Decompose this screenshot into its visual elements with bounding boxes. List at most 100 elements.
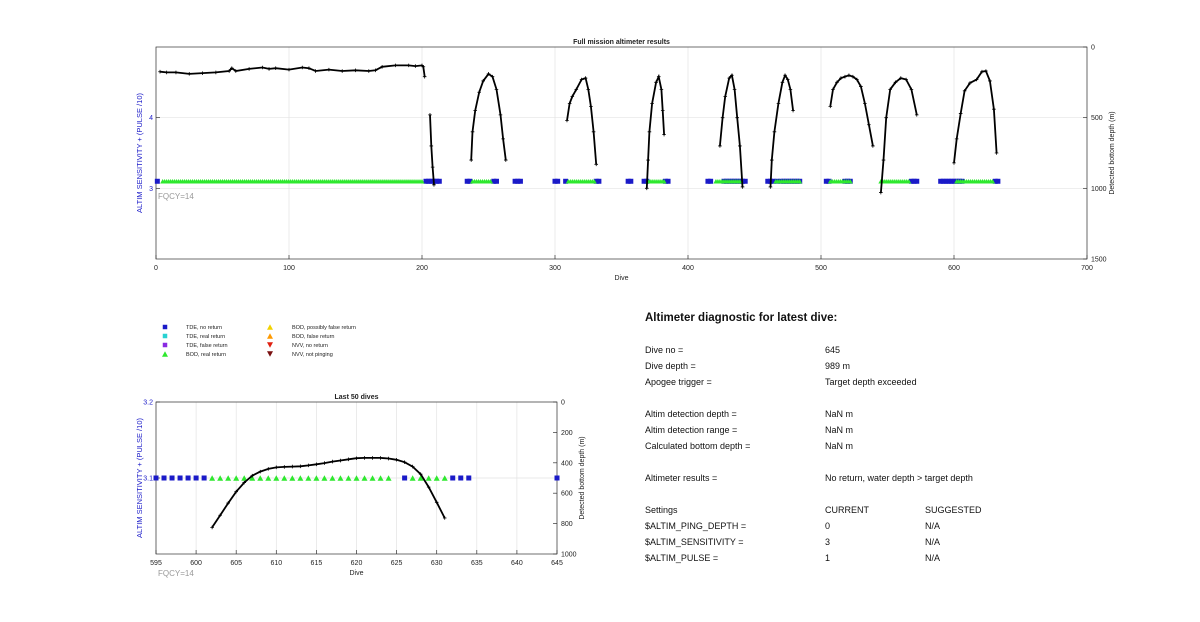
x-tick-label: 640: [511, 560, 523, 567]
bottom-depth-point: [267, 67, 271, 71]
tde-no-return-marker: [662, 178, 668, 184]
diagnostic-value: NaN m: [825, 409, 854, 419]
bod-real-return-marker: [209, 475, 216, 481]
diagnostic-row-detection-depth: Altim detection depth = NaN m: [645, 406, 1165, 422]
settings-header-current: CURRENT: [825, 505, 869, 515]
legend-label: BOD, false return: [292, 334, 335, 340]
bod-real-return-marker: [737, 179, 743, 184]
tde-no-return-marker: [515, 178, 521, 184]
setting-current: 3: [825, 537, 831, 547]
x-tick-label: 300: [549, 265, 561, 272]
altimeter-diagnostic-panel: Altimeter diagnostic for latest dive: Di…: [645, 312, 1165, 566]
x-tick-label: 630: [431, 560, 443, 567]
bottom-depth-point: [469, 158, 474, 162]
bottom-depth-point: [330, 459, 335, 464]
bottom-depth-point: [498, 113, 503, 117]
bod-real-return-marker: [425, 475, 432, 481]
tde-no-return-marker: [641, 178, 647, 184]
bottom-depth-line: [429, 114, 435, 185]
y-tick-label: 3.1: [143, 476, 153, 483]
bottom-depth-point: [586, 87, 591, 92]
bod-real-return-marker: [361, 475, 368, 481]
bottom-depth-point: [654, 80, 658, 85]
diagnostic-row-dive-depth: Dive depth = 989 m: [645, 358, 1165, 374]
legend-swatch-triangle: [267, 333, 273, 339]
bottom-depth-point: [242, 480, 247, 485]
bottom-depth-point: [768, 185, 773, 189]
bottom-depth-point: [974, 77, 979, 82]
bod-real-return-marker: [409, 475, 416, 481]
bottom-depth-point: [718, 144, 722, 148]
bottom-depth-point: [340, 69, 344, 73]
bottom-depth-point: [720, 115, 725, 120]
bottom-depth-point: [884, 115, 888, 120]
full-mission-chart: 0 100 200 300 400 500 600 700 3 4 0 500 1000 1500 Full…: [135, 39, 1116, 282]
tde-no-return-marker: [908, 178, 914, 184]
tde-no-return-marker: [914, 178, 920, 184]
fqcy-label: FQCY=14: [158, 569, 194, 578]
legend-swatch-triangle-down: [267, 342, 273, 348]
y-axis-label: ALTIM SENSITIVITY + (PULSE /10): [135, 93, 144, 213]
bottom-depth-point: [914, 113, 919, 117]
chart-title: Full mission altimeter results: [573, 39, 670, 46]
diagnostic-row-apogee-trigger: Apogee trigger = Target depth exceeded: [645, 374, 1165, 390]
bottom-depth-point: [565, 118, 569, 123]
tde-no-return-marker: [826, 178, 832, 184]
x-tick-label: 605: [230, 560, 242, 567]
bottom-depth-point: [158, 69, 162, 74]
bottom-depth-point: [660, 108, 665, 113]
bod-real-return-marker: [377, 475, 384, 481]
diagnostic-value: 645: [825, 345, 841, 355]
diagnostic-value: Target depth exceeded: [825, 377, 917, 387]
bod-real-return-marker: [369, 475, 376, 481]
last-50-dives-chart: 595 600 605 610 615 620 625 630 635 640 645 3.1 3.2 0…: [135, 394, 586, 578]
bottom-depth-point: [855, 77, 859, 82]
tde-no-return-marker: [491, 178, 497, 184]
bottom-depth-point: [730, 73, 734, 78]
bottom-depth-point: [338, 458, 343, 463]
bottom-depth-point: [851, 74, 855, 79]
tde-no-return-marker: [628, 178, 634, 184]
tde-no-return-marker: [185, 475, 191, 481]
bod-real-return-marker: [906, 179, 912, 184]
tde-no-return-marker: [428, 178, 434, 184]
bottom-depth-point: [962, 89, 967, 93]
tde-no-return-marker: [911, 178, 917, 184]
bottom-depth-point: [879, 190, 883, 195]
bottom-depth-point: [413, 64, 418, 68]
tde-no-return-marker: [512, 178, 518, 184]
bottom-depth-line: [829, 74, 874, 147]
bottom-depth-line: [953, 69, 998, 164]
bottom-depth-point: [250, 473, 255, 478]
bottom-depth-point: [226, 501, 230, 505]
bottom-depth-point: [650, 101, 654, 106]
bod-real-return-marker: [217, 475, 224, 481]
bottom-depth-line: [880, 77, 918, 193]
tde-no-return-marker: [434, 178, 440, 184]
x-tick-label: 200: [416, 265, 428, 272]
chart-title: Last 50 dives: [335, 394, 379, 401]
bod-real-return-marker: [305, 475, 312, 481]
bottom-depth-point: [776, 101, 781, 106]
bottom-depth-point: [769, 158, 774, 162]
y2-tick-label: 1000: [561, 552, 577, 559]
tde-no-return-marker: [177, 475, 183, 481]
tde-no-return-marker: [169, 475, 175, 481]
bottom-depth-point: [426, 485, 431, 489]
bottom-depth-point: [486, 72, 491, 76]
x-tick-label: 0: [154, 265, 158, 272]
x-axis-label: Dive: [614, 275, 628, 282]
bottom-depth-point: [300, 65, 305, 70]
bottom-depth-point: [353, 68, 358, 73]
bottom-depth-line: [211, 456, 446, 528]
bottom-depth-point: [968, 81, 972, 85]
bod-real-return-marker: [990, 179, 996, 184]
bottom-depth-point: [470, 130, 475, 134]
x-tick-label: 620: [351, 560, 363, 567]
y2-tick-label: 800: [561, 521, 573, 528]
bottom-depth-point: [831, 87, 835, 92]
tde-no-return-marker: [705, 178, 711, 184]
bottom-depth-point: [783, 73, 787, 78]
bottom-depth-point: [393, 63, 398, 68]
